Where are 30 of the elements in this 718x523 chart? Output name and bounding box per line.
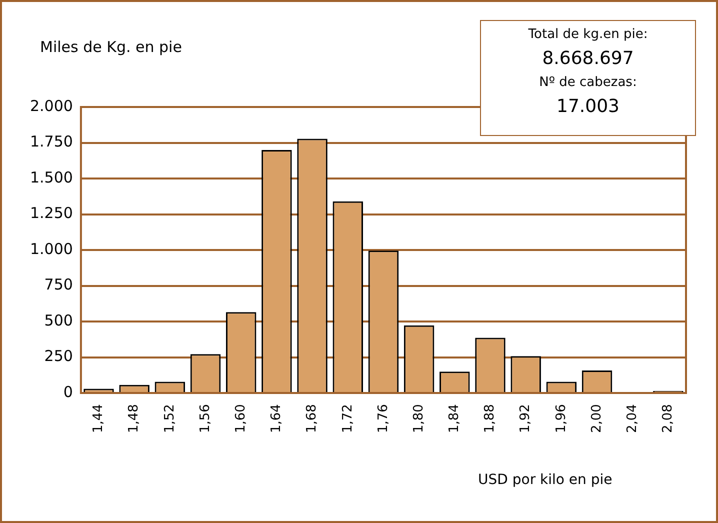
x-tick-label: 1,96 [554,404,569,434]
x-tick-label: 2,08 [660,404,676,434]
x-tick-label: 1,88 [482,404,498,434]
y-tick-label: 500 [44,311,73,330]
x-tick-label: 1,80 [411,404,426,434]
y-tick-label: 250 [44,347,73,366]
annotation: 17.003 [556,96,620,117]
y-axis-title: Miles de Kg. en pie [40,38,182,56]
y-tick-label: 1.250 [30,204,73,222]
x-tick-label: 1,72 [340,404,356,434]
text-box: Total de kg.en pie: 8.668.697 Nº de cabezas: 17.003 [480,20,696,136]
x-tick-label: 1,52 [162,404,178,434]
y-tick-label: 1.750 [30,132,73,151]
x-tick-label: 1,92 [518,404,534,434]
x-axis-title: USD por kilo en pie [478,472,612,488]
x-tick-label: 1,64 [269,404,284,434]
y-tick-label: 2.000 [30,96,73,115]
x-tick-label: 2,00 [589,404,604,434]
y-tick-label: 1.000 [30,240,73,258]
x-tick-label: 1,76 [376,404,391,434]
x-tick-label: 2,04 [624,404,640,434]
x-tick-label: 1,48 [126,404,142,434]
x-tick-label: 1,60 [233,404,248,434]
y-tick-label: 1.500 [30,168,73,186]
x-tick-label: 1,44 [91,404,106,434]
x-tick-label: 1,68 [304,404,320,434]
y-tick-label: 750 [44,276,73,294]
x-tick-label: 1,56 [198,404,213,434]
y-tick-label: 0 [63,382,73,401]
x-tick-label: 1,84 [447,404,462,434]
